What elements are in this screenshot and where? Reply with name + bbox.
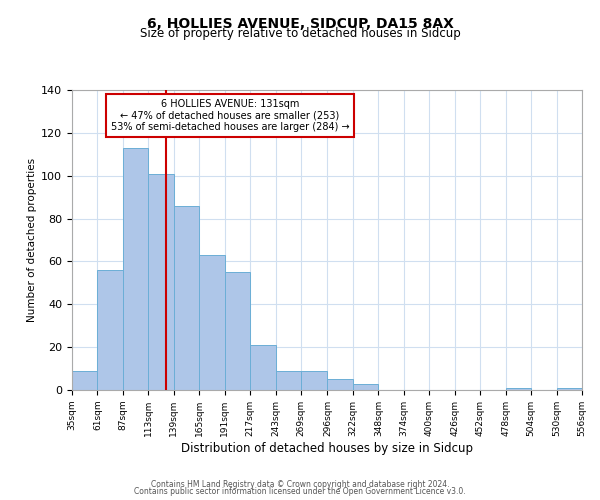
Bar: [353, 384, 379, 390]
Bar: [301, 370, 328, 390]
X-axis label: Distribution of detached houses by size in Sidcup: Distribution of detached houses by size …: [181, 442, 473, 454]
Bar: [97, 270, 123, 390]
Bar: [199, 255, 225, 390]
Text: Contains public sector information licensed under the Open Government Licence v3: Contains public sector information licen…: [134, 487, 466, 496]
Bar: [250, 345, 275, 390]
Bar: [275, 370, 301, 390]
Bar: [506, 388, 531, 390]
Y-axis label: Number of detached properties: Number of detached properties: [27, 158, 37, 322]
Bar: [174, 206, 199, 390]
Bar: [123, 148, 148, 390]
Bar: [72, 370, 97, 390]
Text: 6, HOLLIES AVENUE, SIDCUP, DA15 8AX: 6, HOLLIES AVENUE, SIDCUP, DA15 8AX: [146, 18, 454, 32]
Bar: [328, 380, 353, 390]
Bar: [225, 272, 250, 390]
Text: 6 HOLLIES AVENUE: 131sqm
← 47% of detached houses are smaller (253)
53% of semi-: 6 HOLLIES AVENUE: 131sqm ← 47% of detach…: [111, 99, 349, 132]
Text: Size of property relative to detached houses in Sidcup: Size of property relative to detached ho…: [140, 28, 460, 40]
Bar: [148, 174, 174, 390]
Bar: [557, 388, 582, 390]
Text: Contains HM Land Registry data © Crown copyright and database right 2024.: Contains HM Land Registry data © Crown c…: [151, 480, 449, 489]
